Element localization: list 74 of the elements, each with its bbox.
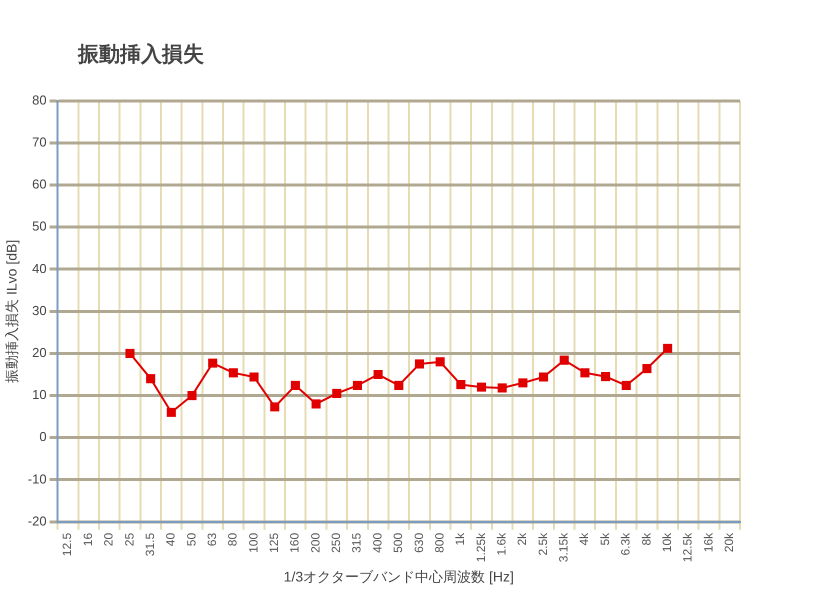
x-tick-label: 315 <box>350 532 364 553</box>
x-tick-label: 2.5k <box>536 532 550 556</box>
x-tick-label: 80 <box>226 532 240 546</box>
x-tick-label: 50 <box>184 532 198 546</box>
y-tick-label: 60 <box>32 176 47 192</box>
point <box>208 358 218 368</box>
point <box>125 348 134 358</box>
point <box>166 408 176 417</box>
y-tick-label: 40 <box>32 260 47 276</box>
x-tick-label: 630 <box>412 532 426 553</box>
x-tick-label: 125 <box>267 532 282 553</box>
x-tick-label: 6.3k <box>618 532 633 556</box>
point <box>518 378 528 388</box>
point <box>539 372 548 382</box>
x-tick-label: 25 <box>122 532 136 546</box>
x-tick-label: 100 <box>246 532 260 553</box>
y-tick-label: 30 <box>32 302 47 318</box>
y-tick-label: 70 <box>32 134 47 150</box>
x-tick-label: 1k <box>453 532 468 546</box>
x-tick-label: 200 <box>308 532 322 553</box>
y-tick-label: -10 <box>28 471 47 486</box>
x-tick-label: 20 <box>102 532 116 546</box>
y-tick-label: 80 <box>32 92 47 108</box>
x-tick-label: 63 <box>204 532 219 546</box>
point <box>436 357 445 366</box>
point <box>250 372 259 382</box>
point <box>560 356 569 365</box>
x-tick-label: 40 <box>164 532 178 546</box>
x-tick-label: 2k <box>515 532 530 546</box>
point <box>580 368 590 378</box>
x-tick-label: 8k <box>639 532 654 546</box>
point <box>476 382 486 392</box>
x-tick-label: 160 <box>288 532 302 553</box>
x-tick-label: 400 <box>370 532 384 553</box>
point <box>642 364 652 374</box>
x-tick-label: 1.25k <box>474 532 488 562</box>
x-tick-label: 5k <box>598 532 612 546</box>
x-axis-title: 1/3オクターブバンド中心周波数 [Hz] <box>284 568 514 584</box>
x-tick-label: 3.15k <box>556 532 571 562</box>
y-tick-label: -20 <box>28 513 47 528</box>
x-tick-label: 31.5 <box>142 532 157 556</box>
point <box>456 380 466 390</box>
x-tick-label: 800 <box>432 532 446 553</box>
x-tick-label: 12.5k <box>680 532 695 562</box>
y-tick-label: 0 <box>39 429 47 444</box>
point <box>270 402 280 412</box>
x-tick-label: 16 <box>80 532 95 546</box>
point <box>312 399 321 408</box>
point <box>228 368 238 378</box>
x-tick-label: 250 <box>329 532 344 553</box>
point <box>352 380 362 390</box>
x-tick-label: 500 <box>391 532 406 553</box>
point <box>394 380 404 390</box>
point <box>187 390 197 400</box>
point <box>290 380 300 390</box>
point <box>414 359 424 368</box>
point <box>146 374 156 384</box>
x-tick-label: 1.6k <box>494 532 509 556</box>
x-tick-label: 12.5 <box>60 532 74 556</box>
point <box>663 344 672 353</box>
x-tick-label: 4k <box>577 532 592 546</box>
point <box>374 370 383 380</box>
y-tick-label: 20 <box>32 345 47 360</box>
y-tick-label: 50 <box>32 218 47 234</box>
point <box>498 383 507 392</box>
y-axis-title: 振動挿入損失 ILvo [dB] <box>3 240 20 383</box>
point <box>332 388 342 398</box>
point <box>622 380 631 390</box>
x-tick-label: 20k <box>722 532 736 552</box>
x-tick-label: 16k <box>701 532 716 552</box>
chart-title: 振動挿入損失 <box>78 41 204 68</box>
point <box>601 372 610 382</box>
x-tick-label: 10k <box>660 532 674 552</box>
y-tick-label: 10 <box>32 387 47 402</box>
